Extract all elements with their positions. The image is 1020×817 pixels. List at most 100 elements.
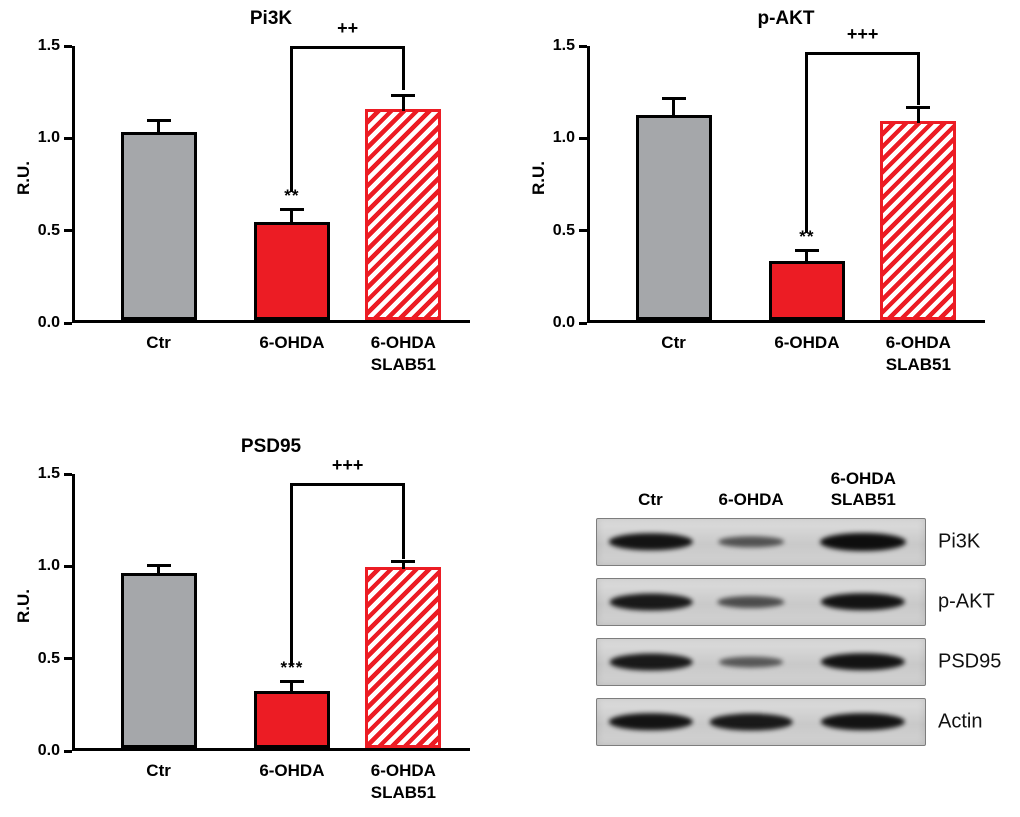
western-blot-panel: Ctr 6-OHDA 6-OHDA SLAB51 Pi3K p-AKT PSD95 Acti…	[558, 448, 1020, 788]
chart-title: p-AKT	[757, 8, 815, 29]
error-bar-line	[157, 567, 161, 575]
y-axis-tick-label: 1.0	[37, 129, 60, 147]
bar-ctr	[635, 115, 712, 320]
significance-bracket-right	[401, 46, 405, 91]
protein-band	[608, 713, 694, 731]
y-axis-tick-label: 0.5	[552, 221, 575, 239]
bar-chart-p-akt: p-AKT R.U. 0.0 0.5 1.0 1.5 Ctr ** 6-OHDA 6-OHDA S…	[517, 0, 1020, 410]
bar-chart-pi3k: Pi3K R.U. 0.0 0.5 1.0 1.5 Ctr ** 6-OHDA 6-OHDA SL…	[2, 0, 507, 410]
blot-row-label: Actin	[938, 710, 983, 733]
bracket-significance-label: +++	[331, 455, 364, 476]
blot-strip-pi3k	[596, 518, 926, 566]
y-axis-tick-label: 1.0	[552, 129, 575, 147]
y-axis-tick-label: 1.5	[37, 37, 60, 54]
x-axis-category-label: 6-OHDA SLAB51	[370, 761, 436, 803]
significance-bracket-right	[401, 483, 405, 559]
y-axis-tick	[64, 472, 72, 476]
y-axis-tick	[64, 229, 72, 233]
y-axis-tick-label: 1.0	[37, 557, 60, 575]
bracket-significance-label: ++	[337, 18, 359, 38]
protein-band	[719, 656, 784, 668]
bar-6-ohda	[253, 222, 330, 320]
plot-area: 0.0 0.5 1.0 1.5 Ctr ** 6-OHDA 6-OHDA SLAB51 +++	[553, 24, 985, 374]
error-bar-cap	[391, 93, 416, 97]
y-axis-tick-label: 0.5	[37, 649, 60, 667]
plot-area: 0.0 0.5 1.0 1.5 Ctr ** 6-OHDA 6-OHDA SLAB51 ++	[38, 18, 470, 374]
error-bar-cap	[391, 560, 416, 564]
blot-strip-psd95	[596, 638, 926, 686]
bar-ctr	[120, 572, 197, 748]
bar-6-ohda	[253, 690, 330, 748]
error-bar-cap	[279, 208, 304, 212]
significance-bracket-top	[805, 51, 920, 55]
y-axis-tick	[579, 136, 587, 140]
blot-column-header: Ctr	[638, 489, 663, 509]
y-axis-tick-label: 0.0	[37, 742, 60, 759]
y-axis-tick-label: 0.0	[37, 314, 60, 331]
protein-band	[609, 593, 693, 611]
error-bar-cap	[146, 564, 171, 568]
error-bar-line	[672, 100, 676, 118]
y-axis-tick	[64, 657, 72, 661]
chart-title: Pi3K	[249, 8, 293, 29]
blot-strip-p-akt	[596, 578, 926, 626]
y-axis-tick	[64, 564, 72, 568]
protein-band	[609, 653, 693, 671]
error-bar-line	[805, 251, 809, 263]
significance-bracket-top	[290, 483, 405, 487]
y-axis-label: R.U.	[529, 161, 548, 195]
y-axis-tick	[579, 229, 587, 233]
y-axis-tick-label: 1.5	[552, 37, 575, 54]
x-axis-category-label: 6-OHDA	[259, 333, 325, 352]
bracket-significance-label: +++	[846, 23, 879, 44]
error-bar-cap	[661, 97, 686, 101]
y-axis-tick-label: 0.0	[552, 314, 575, 331]
significance-stars: ***	[280, 658, 304, 678]
x-axis-category-label: 6-OHDA SLAB51	[370, 333, 436, 375]
error-bar-cap	[906, 106, 931, 110]
bar-6-ohda-slab51	[880, 120, 957, 320]
chart-title: PSD95	[240, 436, 302, 457]
x-axis-category-label: Ctr	[661, 333, 686, 352]
blot-strip-actin	[596, 698, 926, 746]
significance-bracket-left	[290, 483, 294, 667]
x-axis-category-label: 6-OHDA	[259, 761, 325, 780]
error-bar-line	[401, 563, 405, 570]
y-axis-tick-label: 1.5	[37, 465, 60, 482]
protein-band	[820, 593, 905, 611]
error-bar-line	[401, 96, 405, 112]
bar-6-ohda-slab51	[365, 109, 442, 320]
error-bar-line	[290, 683, 294, 693]
protein-band	[709, 713, 793, 731]
bar-6-ohda	[768, 260, 845, 320]
y-axis-tick	[64, 749, 72, 753]
error-bar-line	[290, 211, 294, 225]
y-axis-tick	[579, 321, 587, 325]
significance-bracket-left	[805, 51, 809, 233]
bar-6-ohda-slab51	[365, 567, 442, 748]
blot-row-label: Pi3K	[938, 530, 981, 553]
x-axis-category-label: 6-OHDA	[774, 333, 840, 352]
protein-band	[820, 713, 905, 731]
protein-band	[608, 533, 694, 551]
x-axis-category-label: Ctr	[146, 333, 171, 352]
protein-band	[819, 533, 906, 551]
bar-ctr	[120, 131, 197, 320]
y-axis-label: R.U.	[14, 161, 33, 195]
blot-column-header: 6-OHDA	[718, 489, 784, 509]
significance-stars: **	[799, 226, 815, 246]
error-bar-cap	[794, 248, 819, 252]
blot-column-header: 6-OHDA SLAB51	[830, 468, 896, 509]
protein-band	[717, 596, 785, 608]
error-bar-line	[157, 122, 161, 134]
protein-band	[820, 653, 905, 671]
y-axis-tick	[579, 44, 587, 48]
significance-bracket-right	[916, 51, 920, 106]
error-bar-cap	[146, 119, 171, 123]
bar-chart-psd95: PSD95 R.U. 0.0 0.5 1.0 1.5 Ctr *** 6-OHDA 6-OHDA …	[2, 428, 507, 817]
significance-bracket-left	[290, 46, 294, 192]
protein-band	[718, 536, 784, 548]
y-axis-tick-label: 0.5	[37, 221, 60, 239]
y-axis-tick	[64, 321, 72, 325]
